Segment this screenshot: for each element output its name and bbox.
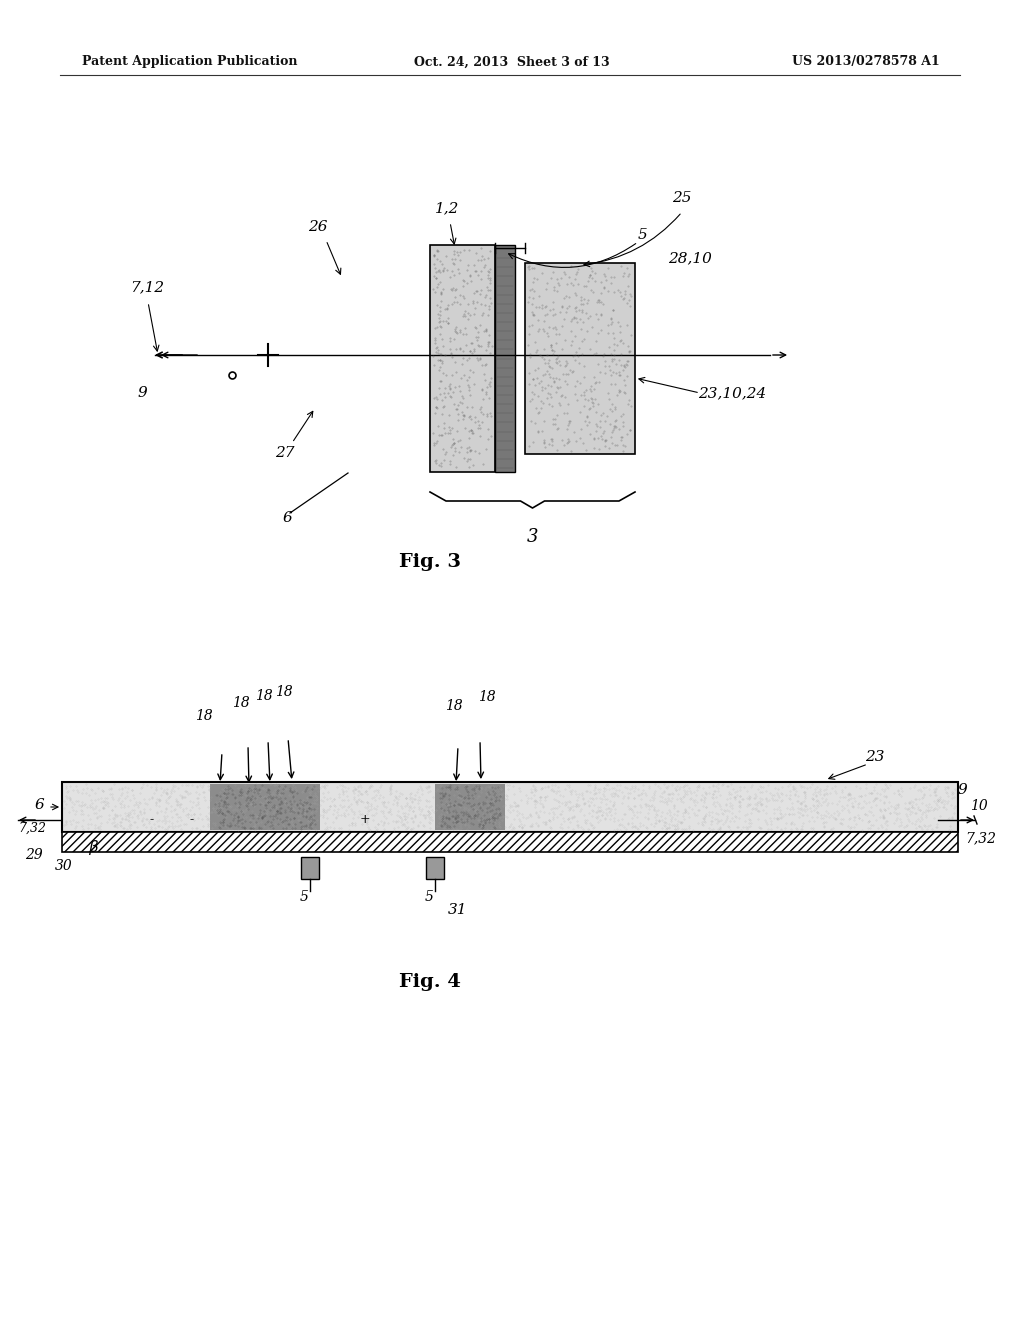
Text: -: - [189, 813, 195, 826]
Text: Patent Application Publication: Patent Application Publication [82, 55, 298, 69]
Text: Fig. 3: Fig. 3 [399, 553, 461, 572]
Bar [210, 784, 319, 830]
Text: 3: 3 [526, 528, 539, 546]
Text: 7,32: 7,32 [965, 832, 996, 845]
Text: 10: 10 [970, 799, 988, 813]
Text: 18: 18 [195, 709, 213, 723]
Text: 18: 18 [255, 689, 272, 704]
Text: -: - [150, 813, 154, 826]
Bar [426, 857, 444, 879]
Text: 23: 23 [865, 750, 885, 764]
Text: 29: 29 [25, 847, 43, 862]
Text: 1,2: 1,2 [435, 201, 460, 215]
Bar [301, 857, 319, 879]
Text: 18: 18 [478, 690, 496, 704]
Text: 7,12: 7,12 [130, 280, 164, 294]
Text: 7,32: 7,32 [18, 821, 46, 834]
Text: +: + [359, 813, 371, 826]
Bar [62, 781, 958, 832]
Text: Fig. 4: Fig. 4 [399, 973, 461, 991]
Text: 25: 25 [672, 191, 691, 205]
Text: 31: 31 [449, 903, 468, 917]
Text: 23,10,24: 23,10,24 [698, 385, 766, 400]
Text: 6: 6 [283, 511, 293, 525]
Text: 18: 18 [275, 685, 293, 700]
Bar [430, 246, 495, 473]
Bar [525, 263, 635, 454]
Text: $\beta$: $\beta$ [88, 838, 99, 857]
Text: 30: 30 [55, 859, 73, 873]
Text: 27: 27 [275, 446, 295, 459]
Text: 5: 5 [300, 890, 309, 904]
Text: 9: 9 [138, 385, 147, 400]
Bar [435, 784, 505, 830]
Text: US 2013/0278578 A1: US 2013/0278578 A1 [793, 55, 940, 69]
Text: 18: 18 [232, 696, 250, 710]
Text: Oct. 24, 2013  Sheet 3 of 13: Oct. 24, 2013 Sheet 3 of 13 [414, 55, 610, 69]
Text: 9: 9 [958, 783, 968, 797]
Text: 6: 6 [35, 799, 45, 812]
Bar [62, 832, 958, 851]
Text: 28,10: 28,10 [668, 251, 712, 265]
Text: 26: 26 [308, 220, 328, 234]
Text: 5: 5 [638, 228, 648, 242]
Text: 5: 5 [425, 890, 434, 904]
Text: 18: 18 [445, 700, 463, 713]
Bar [495, 246, 515, 473]
